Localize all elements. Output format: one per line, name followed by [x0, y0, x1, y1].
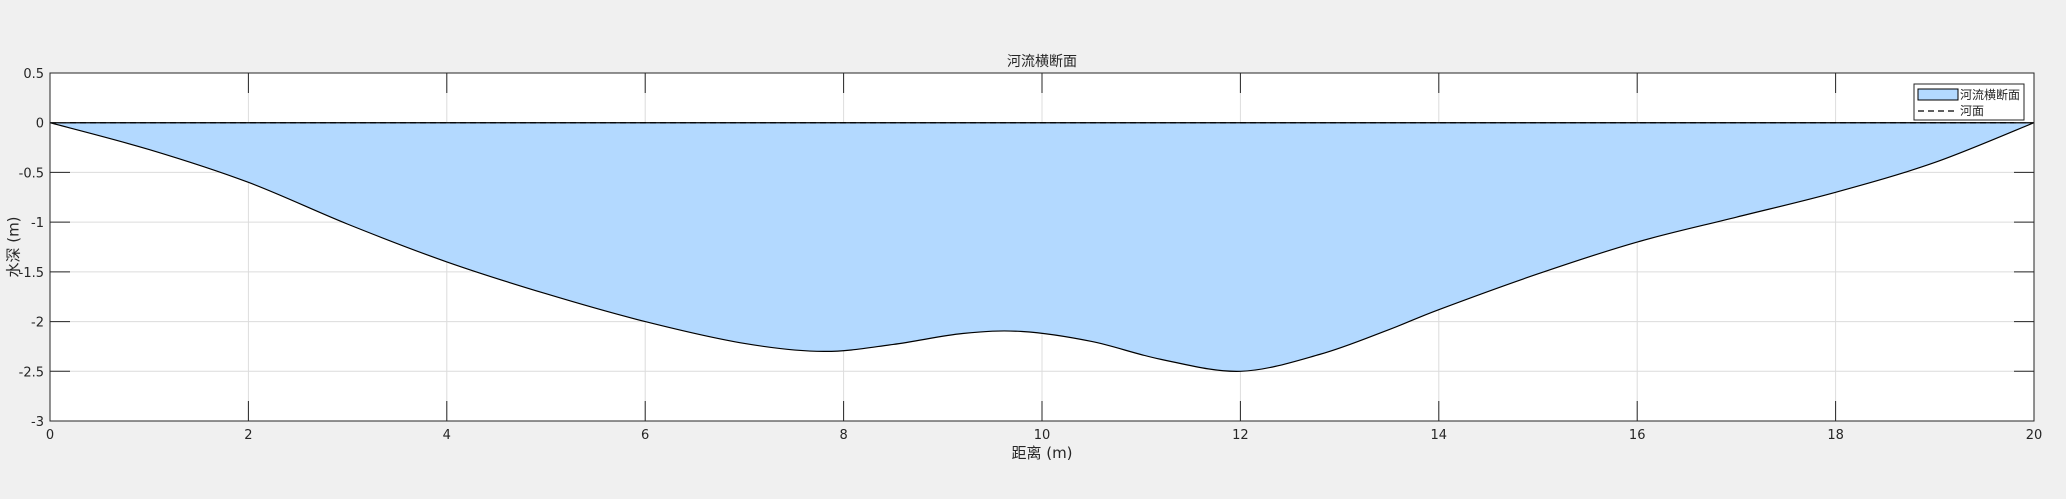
y-tick-labels: 0.5 0 -0.5 -1 -1.5 -2 -2.5 -3: [19, 67, 44, 430]
x-tick-label: 16: [1629, 428, 1646, 443]
legend-swatch-area: [1917, 88, 1959, 101]
y-tick-label: 0.5: [23, 67, 44, 82]
y-tick-label: -1: [31, 216, 44, 231]
y-tick-label: -1.5: [19, 266, 44, 281]
x-tick-label: 12: [1232, 428, 1249, 443]
y-axis-label: 水深 (m): [5, 216, 23, 277]
y-tick-label: -3: [31, 415, 44, 430]
legend-label-area: 河流横断面: [1960, 87, 2020, 102]
x-tick-label: 8: [839, 428, 847, 443]
y-tick-label: -0.5: [19, 166, 44, 181]
chart-title: 河流横断面: [1007, 54, 1077, 70]
y-tick-label: -2: [31, 316, 44, 331]
x-tick-label: 6: [641, 428, 649, 443]
riverbed-outline: [49, 122, 2035, 372]
river-cross-section-fill: [50, 122, 2034, 372]
legend-label-line: 河面: [1960, 104, 1984, 118]
x-tick-label: 18: [1827, 428, 1844, 443]
legend[interactable]: 河流横断面 河面: [1913, 83, 2025, 121]
x-tick-label: 0: [46, 428, 54, 443]
x-tick-label: 4: [443, 428, 451, 443]
x-tick-label: 2: [244, 428, 252, 443]
y-tick-label: 0: [36, 117, 44, 132]
tick-marks: [49, 72, 2035, 422]
x-tick-labels: 0 2 4 6 8 10 12 14 16 18 20: [46, 428, 2042, 443]
x-tick-label: 20: [2026, 428, 2043, 443]
x-axis-label: 距离 (m): [1011, 444, 1072, 462]
x-tick-label: 10: [1034, 428, 1051, 443]
y-tick-label: -2.5: [19, 365, 44, 380]
x-tick-label: 14: [1431, 428, 1448, 443]
